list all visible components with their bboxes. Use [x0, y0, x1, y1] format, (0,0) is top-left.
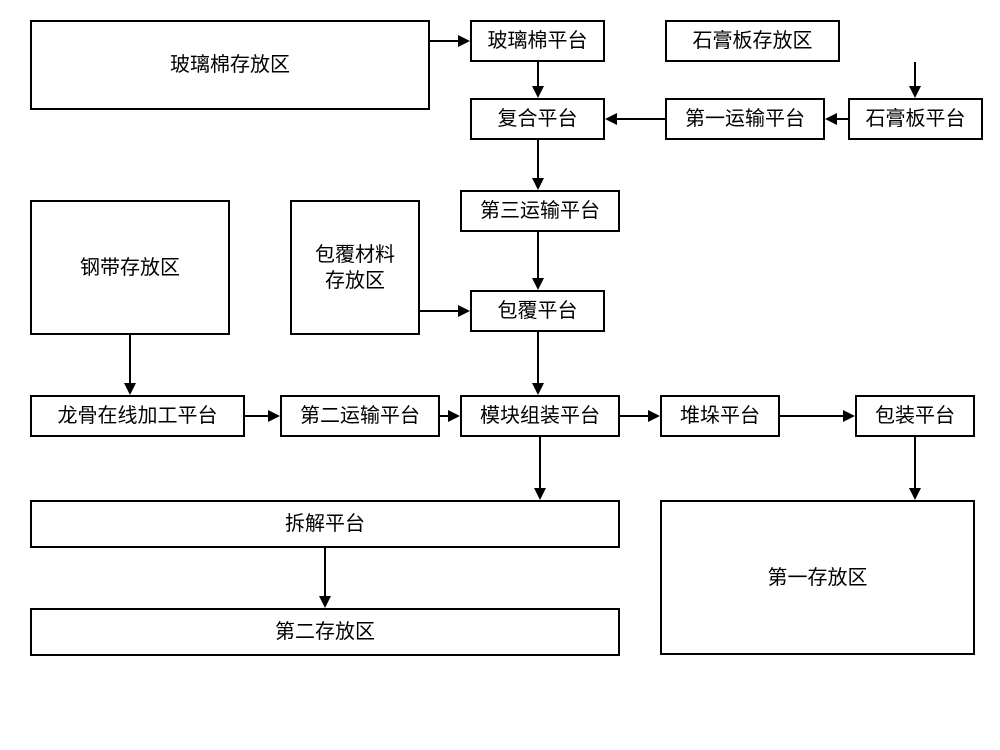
coating-platform-box: 包覆平台 — [470, 290, 605, 332]
box-label: 玻璃棉存放区 — [170, 52, 290, 78]
arrow-line — [914, 437, 916, 488]
box-label: 第二存放区 — [275, 619, 375, 645]
box-label: 包覆平台 — [498, 298, 578, 324]
box-label: 拆解平台 — [285, 511, 365, 537]
arrow-line — [420, 310, 458, 312]
arrow-head-icon — [448, 410, 460, 422]
arrow-head-icon — [319, 596, 331, 608]
second-storage-box: 第二存放区 — [30, 608, 620, 656]
arrow-line — [440, 415, 448, 417]
box-label: 石膏板存放区 — [693, 28, 813, 54]
box-label: 模块组装平台 — [480, 403, 600, 429]
coating-storage-box: 包覆材料 存放区 — [290, 200, 420, 335]
arrow-head-icon — [534, 488, 546, 500]
arrow-head-icon — [124, 383, 136, 395]
arrow-head-icon — [605, 113, 617, 125]
arrow-head-icon — [458, 35, 470, 47]
box-label: 石膏板平台 — [866, 106, 966, 132]
arrow-line — [245, 415, 268, 417]
box-label: 堆垛平台 — [680, 403, 760, 429]
arrow-head-icon — [648, 410, 660, 422]
steel-storage-box: 钢带存放区 — [30, 200, 230, 335]
third-transport-box: 第三运输平台 — [460, 190, 620, 232]
arrow-line — [537, 332, 539, 383]
box-label: 钢带存放区 — [80, 255, 180, 281]
stacking-platform-box: 堆垛平台 — [660, 395, 780, 437]
disassembly-platform-box: 拆解平台 — [30, 500, 620, 548]
composite-platform-box: 复合平台 — [470, 98, 605, 140]
arrow-line — [537, 232, 539, 278]
gypsum-platform-box: 石膏板平台 — [848, 98, 983, 140]
second-transport-box: 第二运输平台 — [280, 395, 440, 437]
box-label: 复合平台 — [498, 106, 578, 132]
arrow-line — [129, 335, 131, 383]
arrow-head-icon — [532, 278, 544, 290]
arrow-head-icon — [458, 305, 470, 317]
box-label: 玻璃棉平台 — [488, 28, 588, 54]
gypsum-storage-box: 石膏板存放区 — [665, 20, 840, 62]
arrow-head-icon — [532, 178, 544, 190]
arrow-head-icon — [268, 410, 280, 422]
first-transport-box: 第一运输平台 — [665, 98, 825, 140]
arrow-head-icon — [909, 86, 921, 98]
packaging-platform-box: 包装平台 — [855, 395, 975, 437]
arrow-line — [537, 140, 539, 178]
arrow-head-icon — [532, 86, 544, 98]
module-assembly-box: 模块组装平台 — [460, 395, 620, 437]
box-label: 第一存放区 — [768, 565, 868, 591]
glass-wool-platform-box: 玻璃棉平台 — [470, 20, 605, 62]
arrow-head-icon — [909, 488, 921, 500]
glass-wool-storage-box: 玻璃棉存放区 — [30, 20, 430, 110]
box-label: 包覆材料 存放区 — [315, 242, 395, 294]
arrow-line — [837, 118, 848, 120]
arrow-head-icon — [825, 113, 837, 125]
box-label: 第一运输平台 — [685, 106, 805, 132]
box-label: 第三运输平台 — [480, 198, 600, 224]
arrow-line — [780, 415, 843, 417]
arrow-line — [914, 62, 916, 86]
arrow-line — [539, 437, 541, 488]
arrow-line — [537, 62, 539, 86]
box-label: 第二运输平台 — [300, 403, 420, 429]
first-storage-box: 第一存放区 — [660, 500, 975, 655]
arrow-line — [430, 40, 458, 42]
keel-platform-box: 龙骨在线加工平台 — [30, 395, 245, 437]
arrow-line — [324, 548, 326, 596]
box-label: 包装平台 — [875, 403, 955, 429]
arrow-line — [620, 415, 648, 417]
arrow-head-icon — [843, 410, 855, 422]
arrow-head-icon — [532, 383, 544, 395]
box-label: 龙骨在线加工平台 — [58, 403, 218, 429]
arrow-line — [617, 118, 665, 120]
